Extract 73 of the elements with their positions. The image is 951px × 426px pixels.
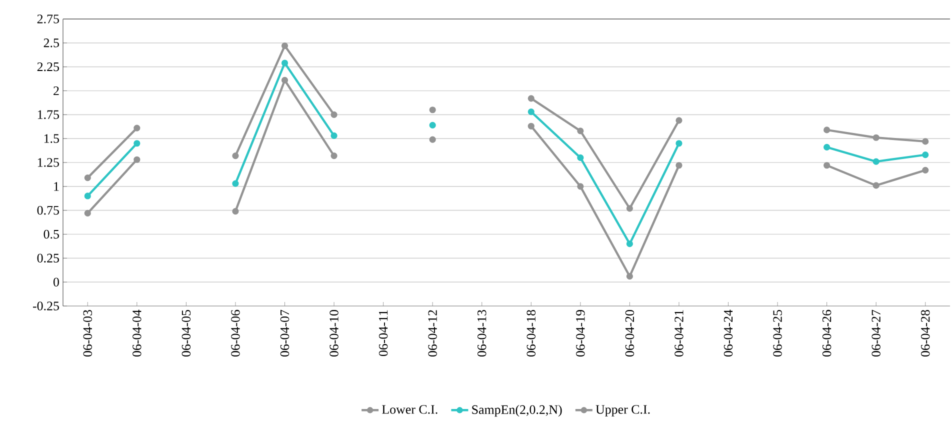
point <box>84 192 91 200</box>
x-tick-label: 06-04-10 <box>330 310 338 356</box>
point <box>626 240 633 248</box>
x-tick-label: 06-04-20 <box>625 310 634 356</box>
y-tick-label: 1.5 <box>44 134 59 143</box>
y-tick-label: 0 <box>54 278 59 286</box>
point <box>676 162 682 169</box>
x-tick-label: 06-04-06 <box>231 310 240 356</box>
x-tick-label: 06-04-05 <box>182 310 191 356</box>
y-tick-label: 2 <box>54 86 59 96</box>
point <box>330 132 338 140</box>
y-tick-label: 1.75 <box>38 110 59 120</box>
x-tick-label: 06-04-28 <box>921 310 930 356</box>
point <box>330 111 338 118</box>
point <box>528 108 534 116</box>
point <box>922 152 929 158</box>
point <box>626 273 633 280</box>
point <box>824 144 830 150</box>
y-tick-label: 0.25 <box>37 254 59 263</box>
legend-label: Lower C.I. <box>382 405 438 414</box>
point <box>872 134 880 141</box>
point <box>872 182 880 189</box>
x-tick-label: 06-04-03 <box>83 310 92 356</box>
point <box>676 117 682 124</box>
y-tick-label: 1.25 <box>38 158 59 167</box>
y-tick-label: -0.25 <box>32 302 59 310</box>
x-tick-label: 06-04-19 <box>576 310 585 356</box>
point <box>134 140 140 147</box>
point <box>232 208 239 215</box>
point <box>134 124 140 132</box>
legend-label: SampEn(2,0.2,N) <box>472 404 562 417</box>
point <box>528 122 534 130</box>
point <box>528 95 534 102</box>
point <box>232 152 239 160</box>
x-tick-label: 06-04-24 <box>724 310 733 356</box>
y-tick-label: 0.5 <box>44 230 59 239</box>
point <box>84 174 91 182</box>
point <box>922 138 929 145</box>
x-tick-label: 06-04-21 <box>674 310 684 356</box>
point <box>429 122 436 128</box>
x-tick-label: 06-04-18 <box>526 310 536 356</box>
point <box>429 106 436 114</box>
x-tick-label: 06-04-07 <box>280 310 290 356</box>
point <box>872 158 880 165</box>
point <box>330 152 338 160</box>
point <box>281 60 288 66</box>
point <box>577 183 584 190</box>
point <box>676 140 682 147</box>
x-tick-label: 06-04-11 <box>378 310 388 356</box>
point <box>281 76 288 84</box>
y-tick-label: 1 <box>54 182 59 191</box>
point <box>134 156 140 163</box>
point <box>429 136 436 143</box>
y-tick-label: 2.5 <box>44 38 59 48</box>
point <box>577 128 584 134</box>
x-tick-label: 06-04-13 <box>478 310 486 356</box>
point <box>824 162 830 169</box>
x-tick-label: 06-04-12 <box>428 310 437 356</box>
point <box>922 166 929 174</box>
x-tick-label: 06-04-27 <box>872 310 880 356</box>
point <box>626 205 633 212</box>
y-tick-label: 0.75 <box>37 206 59 215</box>
point <box>232 180 239 187</box>
y-tick-label: 2.75 <box>37 14 59 24</box>
x-tick-label: 06-04-04 <box>132 310 142 356</box>
point <box>577 154 584 162</box>
point <box>824 126 830 134</box>
legend-label: Upper C.I. <box>596 405 650 416</box>
x-tick-label: 06-04-25 <box>773 310 782 356</box>
x-tick-label: 06-04-26 <box>822 310 832 356</box>
point <box>84 210 91 216</box>
y-tick-label: 2.25 <box>37 62 59 72</box>
point <box>281 42 288 50</box>
